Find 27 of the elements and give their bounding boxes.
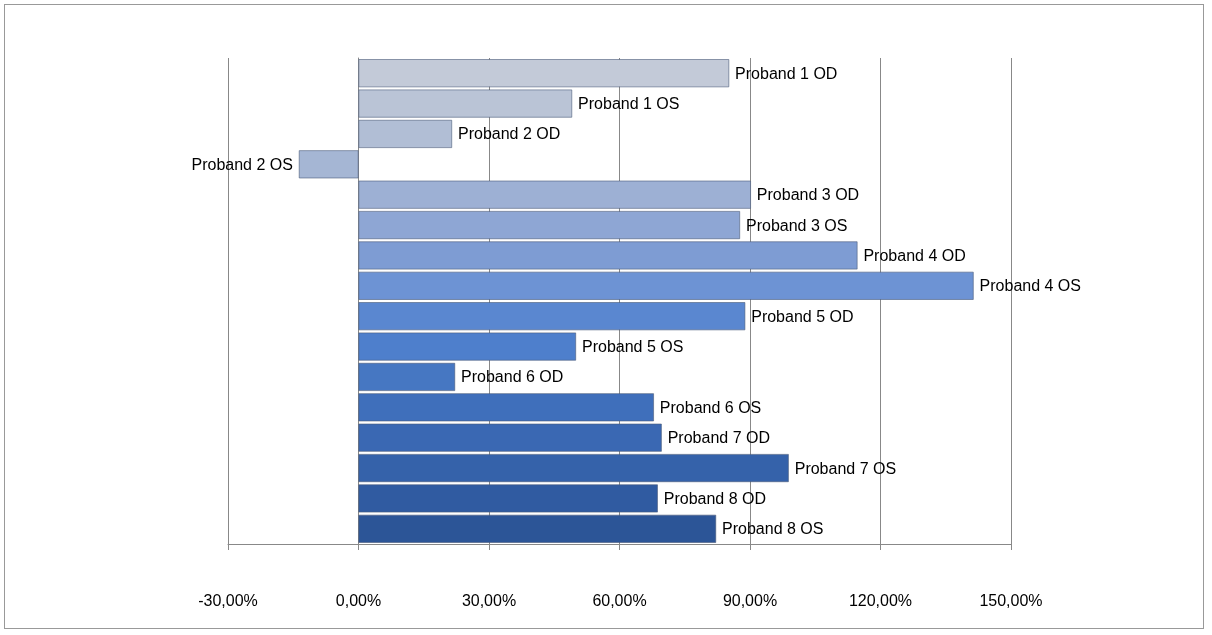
y-tick-label: Proband 6 OS [659,398,762,416]
y-tick-label: Proband 5 OS [582,338,684,356]
y-tick-label: Proband 1 OD [735,64,838,82]
y-tick-label: Proband 2 OS [191,155,293,173]
y-tick-label: Proband 2 OD [458,125,561,143]
x-tick-label: 30,00% [461,591,517,609]
x-tick-label: 120,00% [848,591,913,609]
bar [358,211,740,240]
x-tick-label: 0,00% [335,591,382,609]
x-tick-label: 90,00% [722,591,778,609]
bar [358,119,453,148]
x-tick-label: -30,00% [198,591,258,609]
bar [358,362,456,391]
y-tick-label: Proband 7 OD [667,429,770,447]
y-tick-label: Proband 8 OS [722,520,824,538]
y-tick-label: Proband 4 OS [979,277,1081,295]
y-tick-label: Proband 3 OS [745,216,848,234]
y-tick-label: Proband 3 OD [756,186,860,204]
y-tick-label: Proband 4 OD [863,246,966,264]
y-tick-label: Proband 5 OD [751,307,854,325]
bar [358,454,789,483]
y-tick-label: Proband 7 OS [794,459,897,477]
x-tick-label: 150,00% [979,591,1043,609]
x-tick-label: 60,00% [592,591,647,609]
y-tick-label: Proband 6 OD [461,368,564,386]
y-tick-label: Proband 8 OD [663,489,767,507]
y-tick-label: Proband 1 OS [578,95,680,113]
